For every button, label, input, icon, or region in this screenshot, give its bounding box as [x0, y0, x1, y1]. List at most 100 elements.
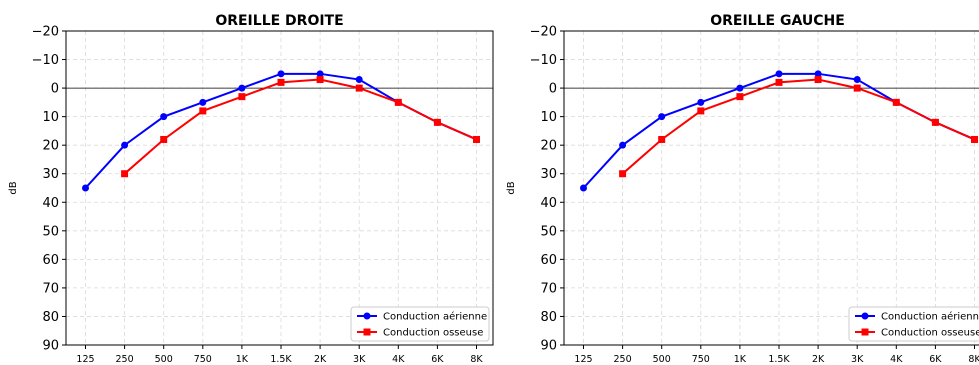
legend-entry-label: Conduction aérienne [383, 311, 487, 323]
y-tick-label: −20 [530, 25, 557, 40]
x-tick-label: 8K [470, 354, 483, 365]
y-tick-label: 80 [540, 310, 557, 325]
chart-title: OREILLE GAUCHE [710, 13, 845, 29]
data-point [658, 135, 666, 143]
data-point [736, 93, 744, 101]
data-point [473, 135, 480, 143]
y-tick-label: −10 [530, 53, 557, 68]
x-tick-label: 500 [653, 354, 671, 365]
data-point [619, 141, 627, 149]
data-point [316, 70, 324, 78]
y-tick-label: 90 [540, 339, 557, 354]
y-tick-label: 0 [549, 82, 557, 97]
x-tick-label: 750 [692, 354, 710, 365]
data-point [814, 70, 822, 78]
y-tick-label: 30 [540, 167, 557, 182]
legend: Conduction aérienne Conduction osseuse [848, 306, 979, 342]
chart-title: OREILLE DROITE [215, 13, 343, 29]
data-point [580, 184, 587, 192]
data-point [853, 84, 861, 92]
chart-panel-right-ear: −20 −10 0 10 20 30 40 50 60 70 80 90 125 250 500 750 1K 1… [8, 13, 494, 365]
grid [564, 30, 979, 346]
x-tick-label: 6K [929, 354, 942, 365]
x-tick-label: 1K [734, 354, 747, 365]
data-point [853, 76, 861, 84]
y-tick-label: 0 [51, 82, 59, 97]
data-point [971, 135, 978, 143]
legend-marker [861, 328, 869, 336]
legend-box [350, 306, 490, 342]
data-point [658, 113, 666, 121]
y-tick-label: 80 [42, 310, 59, 325]
y-axis-label: dB [8, 181, 19, 194]
series-line [621, 78, 975, 175]
legend-marker [363, 328, 371, 336]
data-point [199, 98, 207, 106]
legend-entry-label: Conduction aérienne [881, 311, 979, 323]
y-tick-label: 40 [540, 196, 557, 211]
x-tick-label: 3K [851, 354, 864, 365]
x-tick-label: 4K [392, 354, 405, 365]
data-point [277, 70, 285, 78]
y-tick-label: 60 [540, 253, 557, 268]
series-bone-conduction [619, 76, 978, 178]
legend-entry-label: Conduction osseuse [881, 328, 979, 339]
legend-marker [363, 312, 371, 320]
data-point [814, 76, 822, 84]
data-point [199, 107, 207, 115]
data-point [931, 118, 939, 126]
y-tick-label: 50 [540, 224, 557, 239]
data-point [121, 170, 129, 178]
data-point [238, 84, 246, 92]
x-tick-label: 125 [76, 354, 94, 365]
x-tick-label: 250 [614, 354, 632, 365]
y-tick-label: 20 [540, 139, 557, 154]
y-tick-label: 20 [42, 139, 59, 154]
data-point [277, 78, 285, 86]
x-tick-label: 6K [431, 354, 444, 365]
plot-frame [65, 30, 494, 346]
data-point [160, 113, 168, 121]
chart-panel-left-ear: −20 −10 0 10 20 30 40 50 60 70 80 90 125 250 500 750 1K 1… [506, 13, 979, 365]
x-tick-label: 2K [812, 354, 825, 365]
data-point [697, 98, 705, 106]
x-tick-label: 1K [236, 354, 249, 365]
y-axis-label: dB [506, 181, 517, 194]
data-point [355, 76, 363, 84]
y-tick-label: 30 [42, 167, 59, 182]
plot-frame [563, 30, 979, 346]
y-tick-label: −10 [32, 53, 59, 68]
x-tick-label: 1.5K [270, 354, 292, 365]
x-tick-label: 2K [314, 354, 327, 365]
y-tick-label: 40 [42, 196, 59, 211]
y-tick-label: 60 [42, 253, 59, 268]
y-tick-label: 70 [42, 281, 59, 296]
legend: Conduction aérienne Conduction osseuse [350, 306, 490, 342]
x-tick-label: 1.5K [768, 354, 790, 365]
x-tick-label: 3K [353, 354, 366, 365]
data-point [394, 98, 402, 106]
data-point [316, 76, 324, 84]
data-point [736, 84, 744, 92]
y-tick-label: 90 [42, 339, 59, 354]
data-point [160, 135, 168, 143]
y-tick-label: 10 [540, 110, 557, 125]
x-tick-label: 8K [968, 354, 979, 365]
data-point [775, 78, 783, 86]
grid [66, 30, 493, 346]
data-point [619, 170, 627, 178]
x-tick-label: 250 [116, 354, 134, 365]
data-point [775, 70, 783, 78]
data-point [238, 93, 246, 101]
x-tick-label: 4K [890, 354, 903, 365]
data-point [121, 141, 129, 149]
series-bone-conduction [121, 76, 480, 178]
x-tick-label: 500 [155, 354, 173, 365]
data-point [82, 184, 89, 192]
legend-box [848, 306, 979, 342]
x-tick-label: 750 [194, 354, 212, 365]
legend-entry-label: Conduction osseuse [383, 328, 483, 339]
data-point [892, 98, 900, 106]
data-point [355, 84, 363, 92]
